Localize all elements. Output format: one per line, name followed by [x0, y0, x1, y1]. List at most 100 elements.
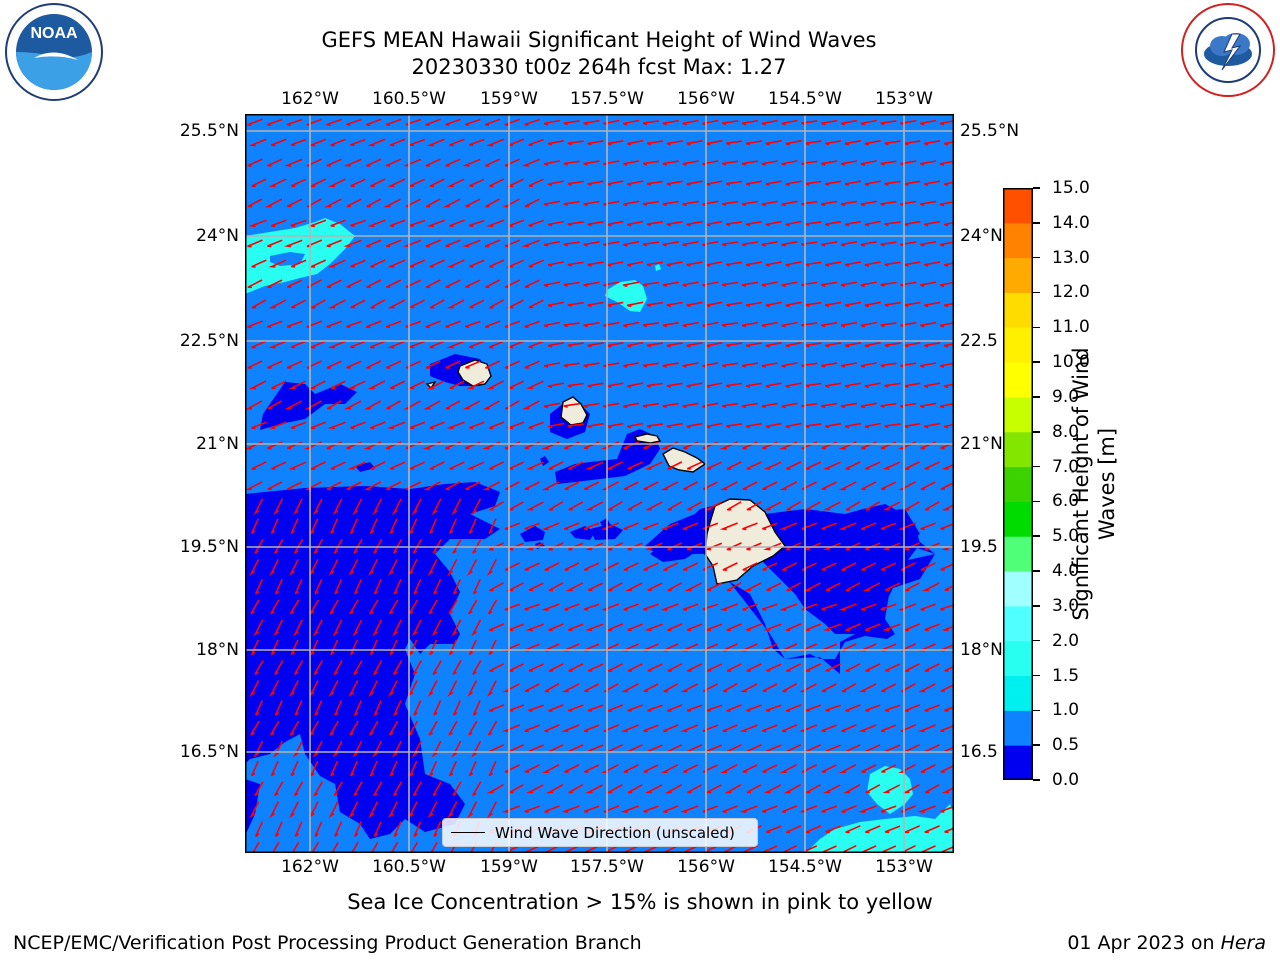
wave-direction-arrow — [525, 461, 544, 470]
wave-direction-arrow — [844, 220, 862, 227]
wave-direction-arrow — [766, 663, 782, 672]
wave-direction-arrow — [924, 623, 940, 632]
wave-direction-arrow — [704, 784, 722, 794]
sea-ice-caption: Sea Ice Concentration > 15% is shown in … — [347, 890, 933, 914]
wave-direction-arrow — [627, 704, 643, 712]
left-lat-label: 25.5°N — [179, 121, 239, 141]
colorbar-tick-mark — [1033, 779, 1040, 781]
wave-direction-arrow — [884, 180, 901, 186]
wave-direction-arrow — [861, 764, 877, 773]
wave-direction-arrow — [326, 400, 342, 410]
wave-direction-arrow — [525, 501, 544, 511]
wave-direction-arrow — [778, 603, 798, 611]
wave-direction-arrow — [781, 402, 798, 409]
right-lat-label: 21°N — [960, 434, 1003, 454]
wave-direction-arrow — [683, 562, 699, 571]
wave-direction-arrow — [269, 558, 280, 576]
wave-direction-arrow — [761, 241, 778, 247]
wave-direction-arrow — [939, 241, 954, 247]
wave-direction-arrow — [267, 360, 283, 369]
wave-direction-arrow — [944, 584, 954, 592]
colorbar-tick-label: 4.0 — [1052, 561, 1080, 582]
wave-direction-arrow — [865, 704, 881, 712]
wave-direction-arrow — [567, 423, 584, 429]
wave-direction-arrow — [943, 343, 954, 348]
wave-direction-arrow — [484, 158, 501, 167]
colorbar-segment — [1003, 188, 1033, 224]
wave-direction-arrow — [543, 160, 561, 166]
wave-direction-arrow — [326, 360, 342, 369]
wave-direction-arrow — [845, 825, 861, 834]
wave-direction-arrow — [739, 805, 758, 813]
colorbar-tick-mark — [1033, 465, 1040, 468]
wave-direction-arrow — [366, 239, 382, 248]
wave-direction-arrow — [310, 178, 326, 188]
wave-direction-arrow — [489, 501, 504, 511]
wave-direction-arrow — [686, 180, 703, 187]
wave-direction-arrow — [373, 821, 382, 837]
wave-direction-arrow — [343, 400, 362, 410]
wave-direction-arrow — [662, 241, 679, 247]
wave-direction-arrow — [333, 538, 343, 554]
wave-direction-arrow — [884, 704, 901, 712]
wave-direction-arrow — [429, 259, 445, 268]
wave-direction-arrow — [288, 380, 307, 390]
wave-direction-arrow — [353, 700, 363, 716]
wave-direction-arrow — [805, 663, 821, 672]
colorbar-segment — [1003, 222, 1033, 259]
wave-direction-arrow — [247, 320, 263, 329]
wave-direction-arrow — [432, 538, 442, 554]
wave-direction-arrow — [861, 481, 877, 491]
wave-direction-arrow — [940, 522, 954, 531]
wave-direction-arrow — [861, 562, 877, 571]
wave-direction-arrow — [247, 360, 263, 369]
wave-direction-arrow — [524, 522, 540, 531]
wave-direction-arrow — [505, 400, 520, 410]
wave-direction-arrow — [346, 481, 362, 491]
wave-direction-arrow — [741, 321, 759, 328]
wave-direction-arrow — [660, 522, 679, 531]
wave-direction-arrow — [884, 663, 901, 672]
wave-direction-arrow — [841, 683, 857, 693]
wave-direction-arrow — [587, 140, 604, 146]
wave-direction-arrow — [274, 700, 283, 716]
wave-direction-arrow — [944, 827, 954, 834]
wave-direction-arrow — [623, 240, 640, 247]
wave-direction-arrow — [865, 663, 881, 672]
wave-direction-arrow — [858, 805, 877, 813]
wave-direction-arrow — [643, 683, 659, 693]
wave-direction-arrow — [484, 118, 501, 127]
wave-direction-arrow — [250, 720, 260, 736]
wave-direction-arrow — [726, 382, 743, 388]
wave-direction-arrow — [247, 198, 263, 208]
wave-direction-arrow — [387, 259, 406, 268]
wave-direction-arrow — [363, 481, 382, 491]
wave-direction-arrow — [939, 322, 954, 328]
colorbar-segment — [1003, 396, 1033, 433]
wave-direction-arrow — [660, 481, 679, 491]
wave-direction-arrow — [347, 461, 366, 470]
wave-direction-arrow — [330, 219, 346, 228]
wave-direction-arrow — [383, 198, 402, 208]
wave-direction-arrow — [860, 119, 877, 126]
wave-direction-arrow — [433, 578, 442, 595]
wave-direction-arrow — [822, 501, 841, 511]
wave-direction-arrow — [623, 481, 639, 491]
colorbar-segment — [1003, 257, 1033, 293]
wave-direction-arrow — [702, 281, 719, 288]
colorbar-segment — [1003, 710, 1033, 746]
wave-direction-arrow — [585, 542, 604, 551]
wave-direction-arrow — [433, 821, 442, 837]
wave-direction-arrow — [584, 764, 600, 773]
wave-direction-arrow — [900, 241, 917, 247]
wave-direction-arrow — [785, 180, 802, 187]
wave-direction-arrow — [865, 623, 881, 632]
wave-direction-arrow — [623, 603, 639, 611]
wave-direction-arrow — [543, 402, 561, 409]
wave-direction-arrow — [864, 422, 881, 429]
wave-direction-arrow — [644, 542, 663, 551]
wave-direction-arrow — [504, 279, 520, 289]
wave-direction-arrow — [485, 360, 501, 369]
wave-direction-arrow — [785, 139, 802, 146]
wave-direction-arrow — [251, 178, 267, 188]
